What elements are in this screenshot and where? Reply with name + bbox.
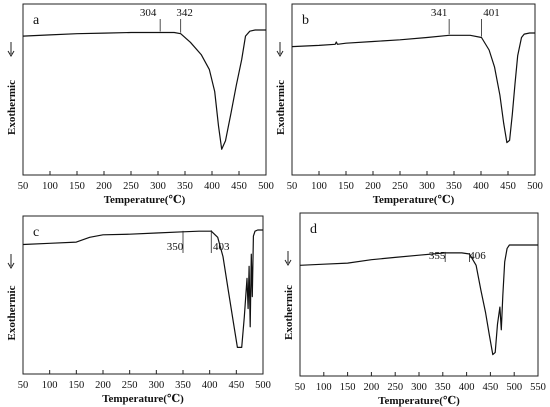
plot-frame [291, 3, 536, 176]
panel-letter: d [310, 222, 317, 237]
panel-d: 50 100 150 200 250 300 350 400 450 500 550 Temperat… [283, 212, 546, 407]
x-tick-label: 150 [338, 181, 354, 192]
x-tick-label: 300 [411, 382, 427, 393]
x-tick-label: 50 [287, 181, 298, 192]
x-tick-label: 500 [255, 380, 271, 391]
dsc-curve [291, 32, 535, 144]
y-axis-title: Exothermic [275, 80, 287, 135]
dsc-curve [22, 229, 263, 348]
x-tick-label: 100 [316, 382, 332, 393]
x-tick-label: 450 [231, 181, 247, 192]
x-tick-label: 50 [18, 380, 29, 391]
x-tick-label: 50 [18, 181, 29, 192]
x-tick-label: 350 [446, 181, 462, 192]
x-tick-label: 450 [228, 380, 244, 391]
x-tick-label: 300 [148, 380, 164, 391]
x-tick-label: 100 [42, 380, 58, 391]
x-tick-label: 50 [295, 382, 306, 393]
x-tick-label: 400 [473, 181, 489, 192]
x-tick-label: 250 [122, 380, 138, 391]
dsc-curve [22, 29, 266, 150]
onset-temperature-label: 406 [469, 250, 486, 262]
x-axis-title: Temperature(℃) [104, 194, 186, 206]
panel-letter: b [302, 13, 309, 28]
x-tick-label: 200 [95, 380, 111, 391]
panel-letter: c [33, 225, 39, 240]
x-tick-label: 100 [311, 181, 327, 192]
dsc-curve [299, 244, 538, 356]
x-tick-label: 400 [202, 380, 218, 391]
x-axis-title: Temperature(℃) [102, 393, 184, 405]
x-tick-label: 200 [365, 181, 381, 192]
x-axis-title: Temperature(℃) [378, 395, 460, 407]
x-tick-label: 200 [96, 181, 112, 192]
x-axis-title: Temperature(℃) [373, 194, 455, 206]
y-axis-title: Exothermic [6, 285, 18, 340]
x-tick-label: 250 [392, 181, 408, 192]
x-tick-label: 100 [42, 181, 58, 192]
x-tick-label: 350 [435, 382, 451, 393]
x-tick-label: 300 [419, 181, 435, 192]
x-tick-label: 250 [387, 382, 403, 393]
x-tick-label: 350 [177, 181, 193, 192]
panel-letter: a [33, 13, 40, 28]
plot-frame [22, 3, 267, 176]
x-tick-label: 400 [459, 382, 475, 393]
exothermic-arrow-icon [276, 50, 284, 57]
x-tick-label: 450 [500, 181, 516, 192]
x-tick-label: 500 [527, 181, 543, 192]
onset-temperature-label: 341 [431, 7, 448, 19]
onset-temperature-label: 342 [176, 7, 193, 19]
exothermic-arrow-icon [7, 262, 15, 269]
onset-temperature-label: 350 [167, 241, 184, 253]
y-axis-title: Exothermic [6, 80, 18, 135]
onset-temperature-label: 304 [140, 7, 157, 19]
exothermic-arrow-icon [284, 259, 292, 266]
panel-b: 50 100 150 200 250 300 350 400 450 500 Temperature… [275, 3, 543, 206]
x-tick-label: 550 [530, 382, 546, 393]
x-tick-label: 250 [123, 181, 139, 192]
x-tick-label: 500 [506, 382, 522, 393]
x-tick-label: 350 [175, 380, 191, 391]
x-tick-label: 500 [258, 181, 274, 192]
panel-a: 50 100 150 200 250 300 350 400 450 500 Temperature… [6, 3, 274, 206]
onset-temperature-label: 403 [213, 241, 230, 253]
y-axis-title: Exothermic [283, 285, 295, 340]
exothermic-arrow-icon [7, 50, 15, 57]
x-tick-label: 400 [204, 181, 220, 192]
onset-temperature-label: 401 [483, 7, 500, 19]
plot-frame [22, 215, 264, 375]
x-tick-label: 450 [483, 382, 499, 393]
onset-temperature-label: 355 [429, 250, 446, 262]
x-tick-label: 150 [69, 181, 85, 192]
x-tick-label: 300 [150, 181, 166, 192]
x-tick-label: 200 [364, 382, 380, 393]
x-tick-label: 150 [340, 382, 356, 393]
panel-c: 50 100 150 200 250 300 350 400 450 500 Temperature… [6, 215, 271, 405]
x-tick-label: 150 [68, 380, 84, 391]
